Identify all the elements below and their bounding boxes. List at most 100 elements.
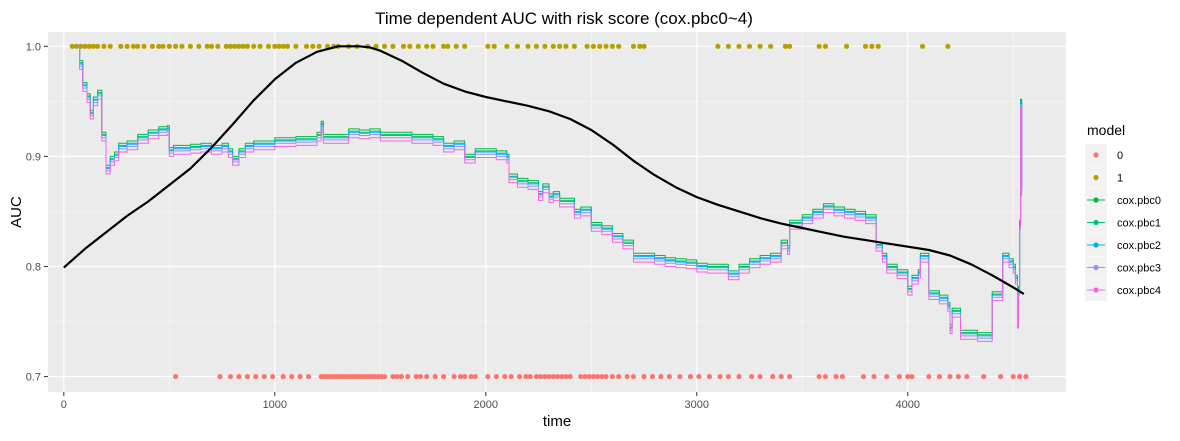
x-tick-label: 2000	[474, 399, 498, 411]
point-class-1	[118, 43, 124, 49]
point-class-0	[778, 373, 784, 380]
point-class-0	[244, 373, 250, 380]
point-class-1	[141, 43, 147, 49]
point-class-1	[757, 43, 763, 49]
point-class-0	[860, 373, 867, 380]
point-class-0	[687, 373, 694, 380]
point-class-0	[757, 373, 763, 380]
x-axis-label: time	[543, 413, 571, 430]
point-class-1	[73, 43, 80, 49]
legend-label: cox.pbc4	[1117, 285, 1161, 297]
point-class-1	[843, 43, 850, 49]
point-class-1	[869, 43, 875, 49]
point-class-0	[457, 373, 464, 380]
point-class-1	[232, 43, 238, 49]
point-class-1	[550, 43, 556, 49]
legend-label: 0	[1117, 150, 1123, 162]
point-class-0	[896, 373, 902, 380]
y-axis-label: AUC	[8, 196, 25, 228]
point-class-1	[293, 43, 299, 49]
point-class-1	[525, 43, 531, 49]
point-class-1	[603, 43, 609, 49]
point-class-0	[523, 373, 529, 380]
point-class-1	[557, 43, 563, 49]
series-line-cox.pbc3	[78, 45, 1023, 339]
point-class-1	[265, 43, 272, 49]
point-class-1	[187, 43, 194, 49]
point-class-0	[390, 373, 396, 380]
point-class-1	[156, 43, 162, 49]
point-class-1	[787, 43, 793, 49]
x-tick-label: 1000	[263, 399, 287, 411]
point-class-0	[398, 373, 404, 380]
point-class-0	[590, 373, 596, 380]
point-class-0	[485, 373, 491, 380]
point-class-1	[563, 43, 569, 49]
point-class-0	[833, 373, 839, 380]
point-class-1	[637, 43, 643, 49]
point-class-0	[462, 373, 468, 380]
point-class-0	[413, 373, 419, 380]
point-class-1	[227, 43, 234, 49]
x-tick-label: 4000	[896, 399, 920, 411]
point-class-1	[160, 43, 166, 49]
chart-title: Time dependent AUC with risk score (cox.…	[375, 9, 753, 28]
point-class-0	[603, 373, 609, 380]
legend-key-point	[1093, 219, 1099, 226]
point-class-0	[493, 373, 499, 380]
point-class-0	[381, 373, 388, 380]
point-class-1	[725, 43, 732, 49]
point-class-0	[1023, 373, 1029, 380]
point-class-0	[677, 373, 683, 380]
plot-panel	[48, 32, 1066, 392]
point-class-0	[926, 373, 932, 380]
point-class-1	[407, 43, 413, 49]
point-class-0	[658, 373, 664, 380]
legend-label: cox.pbc1	[1117, 218, 1161, 230]
point-class-0	[1010, 373, 1016, 380]
point-class-0	[440, 373, 447, 380]
point-class-1	[215, 43, 221, 49]
point-class-1	[381, 43, 388, 49]
point-class-1	[373, 43, 379, 49]
point-class-0	[559, 373, 565, 380]
point-class-1	[504, 43, 510, 49]
point-class-0	[305, 373, 312, 380]
point-class-1	[875, 43, 881, 49]
point-class-1	[919, 43, 926, 49]
point-class-0	[567, 373, 573, 380]
point-class-0	[706, 373, 713, 380]
point-class-1	[440, 43, 447, 49]
point-class-0	[417, 373, 423, 380]
point-class-0	[554, 373, 561, 380]
point-class-1	[453, 43, 459, 49]
point-class-1	[424, 43, 430, 49]
legend-label: cox.pbc3	[1117, 263, 1161, 275]
point-class-1	[945, 43, 951, 49]
legend-label: cox.pbc2	[1117, 240, 1161, 252]
point-class-0	[997, 373, 1004, 380]
point-class-0	[468, 373, 474, 380]
point-class-1	[571, 43, 578, 49]
point-class-0	[217, 373, 223, 380]
point-class-0	[736, 373, 742, 380]
y-tick-label: 1.0	[26, 41, 41, 53]
point-class-1	[862, 43, 869, 49]
point-class-0	[696, 373, 702, 380]
point-class-0	[1016, 373, 1023, 380]
point-class-0	[542, 373, 548, 380]
point-class-0	[582, 373, 588, 380]
point-class-1	[746, 43, 753, 49]
point-class-1	[590, 43, 596, 49]
point-class-0	[502, 373, 508, 380]
point-class-1	[149, 43, 156, 49]
point-class-0	[289, 373, 295, 380]
point-class-1	[390, 43, 396, 49]
legend-items: 0 1 cox.pbc0 cox.pbc1 cox.pbc2 cox.pbc3 cox.pb…	[1085, 144, 1161, 301]
point-class-1	[240, 43, 246, 49]
x-tick-label: 0	[61, 399, 67, 411]
point-class-1	[276, 43, 282, 49]
legend-key-point	[1093, 197, 1099, 203]
